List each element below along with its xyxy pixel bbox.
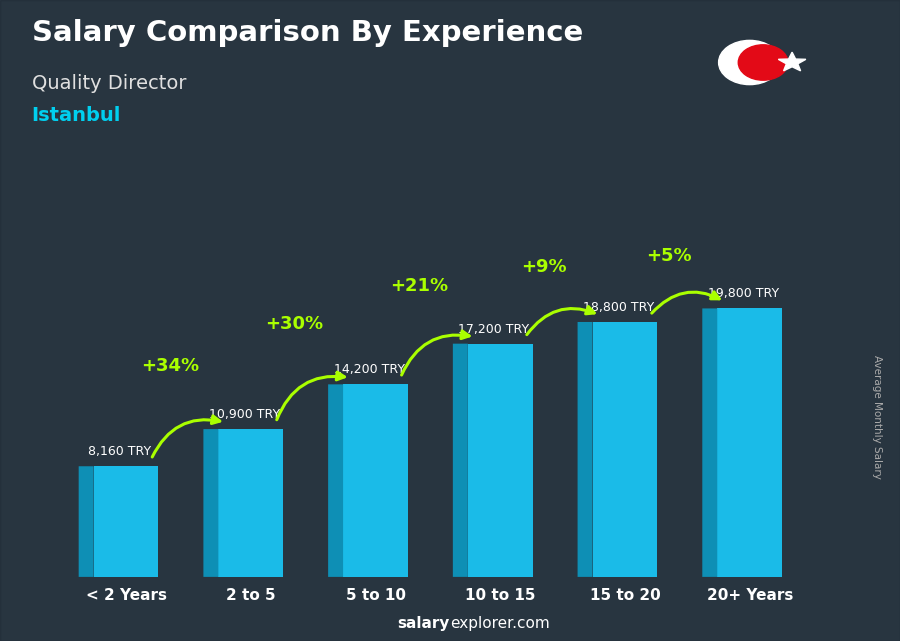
Text: 17,200 TRY: 17,200 TRY (458, 322, 529, 335)
Text: salary: salary (398, 617, 450, 631)
Polygon shape (78, 466, 94, 577)
Text: +34%: +34% (140, 357, 199, 375)
Polygon shape (453, 344, 468, 577)
Bar (717, 308, 782, 577)
Text: 14,200 TRY: 14,200 TRY (334, 363, 405, 376)
Text: +9%: +9% (521, 258, 567, 276)
Text: Istanbul: Istanbul (32, 106, 121, 125)
Polygon shape (778, 52, 806, 71)
Bar (592, 322, 657, 577)
Text: +21%: +21% (390, 277, 448, 295)
Polygon shape (328, 385, 343, 577)
Text: Quality Director: Quality Director (32, 74, 186, 93)
Circle shape (718, 40, 780, 85)
Text: Average Monthly Salary: Average Monthly Salary (872, 354, 883, 479)
Text: explorer.com: explorer.com (450, 617, 550, 631)
Text: 18,800 TRY: 18,800 TRY (583, 301, 654, 314)
Bar (468, 344, 533, 577)
Text: Salary Comparison By Experience: Salary Comparison By Experience (32, 19, 583, 47)
Text: +30%: +30% (266, 315, 323, 333)
Bar (94, 466, 158, 577)
Circle shape (738, 45, 788, 80)
Text: 8,160 TRY: 8,160 TRY (88, 445, 151, 458)
Polygon shape (203, 429, 219, 577)
Polygon shape (578, 322, 592, 577)
Bar (343, 385, 408, 577)
Text: 10,900 TRY: 10,900 TRY (209, 408, 280, 421)
Text: 19,800 TRY: 19,800 TRY (708, 287, 779, 300)
Text: +5%: +5% (646, 247, 691, 265)
Polygon shape (702, 308, 717, 577)
Bar (219, 429, 284, 577)
